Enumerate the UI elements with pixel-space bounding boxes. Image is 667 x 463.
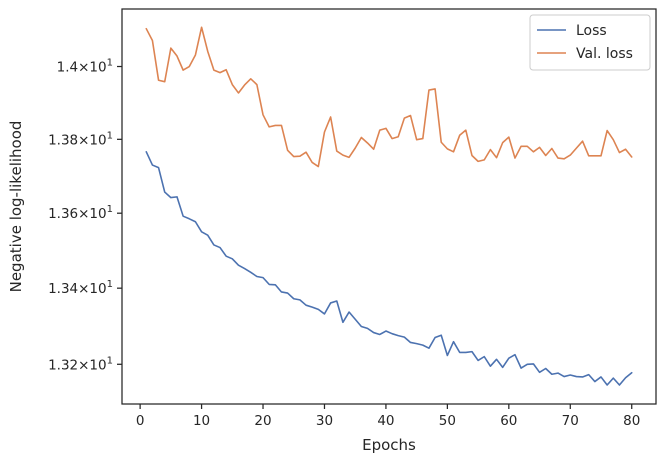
series-line-loss	[145, 151, 633, 386]
y-tick-label: 1.32×101	[48, 355, 113, 373]
x-tick-label: 30	[316, 413, 333, 429]
x-axis: 0 10 20 30 40 50 60 70 80	[136, 404, 640, 429]
plot-frame	[121, 8, 657, 405]
series-line-val-loss	[145, 26, 633, 168]
x-axis-label: Epochs	[362, 436, 416, 454]
y-axis: 1.32×101 1.34×101 1.36×101 1.38×101 1.4×101	[48, 58, 122, 373]
y-tick-label: 1.34×101	[48, 279, 113, 297]
x-tick-label: 70	[562, 413, 579, 429]
legend: Loss Val. loss	[529, 14, 651, 71]
legend-box	[529, 14, 651, 71]
y-tick-label: 1.38×101	[48, 130, 113, 148]
plot-area	[145, 26, 633, 386]
legend-label-val-loss: Val. loss	[576, 46, 633, 62]
y-axis-label: Negative log-likelihood	[7, 121, 25, 293]
x-tick-label: 20	[254, 413, 271, 429]
legend-label-loss: Loss	[576, 23, 607, 39]
x-tick-label: 80	[623, 413, 640, 429]
x-tick-label: 50	[439, 413, 456, 429]
x-tick-label: 0	[136, 413, 145, 429]
x-tick-label: 10	[193, 413, 210, 429]
y-tick-label: 1.4×101	[57, 58, 113, 76]
y-tick-label: 1.36×101	[48, 204, 113, 222]
x-tick-label: 60	[500, 413, 517, 429]
x-tick-label: 40	[377, 413, 394, 429]
